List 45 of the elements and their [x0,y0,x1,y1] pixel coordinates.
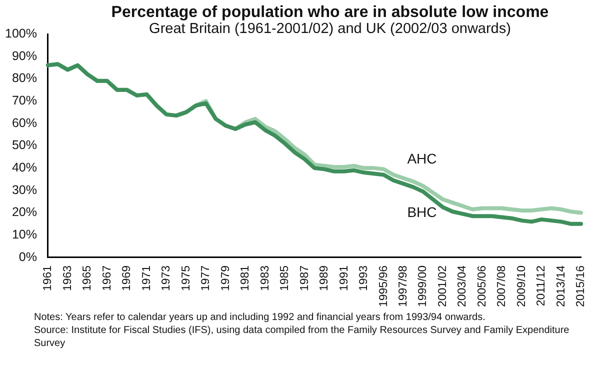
y-tick-label: 0% [18,250,37,264]
x-tick-label: 1969 [121,265,134,292]
x-tick-label: 2015/16 [575,265,588,308]
y-tick-label: 100% [4,26,37,40]
y-tick-label: 90% [12,48,37,63]
x-tick-label: 1963 [62,265,74,292]
x-tick-label: 1975 [180,265,192,292]
x-tick-label: 1987 [298,265,311,292]
y-tick-label: 70% [12,93,37,108]
y-tick-label: 20% [12,205,37,220]
x-tick-label: 2011/12 [536,265,548,306]
x-tick-label: 1973 [160,265,173,292]
x-tick-label: 1999/00 [417,265,430,308]
x-tick-label: 1977 [200,265,212,292]
x-tick-label: 2013/14 [555,264,568,308]
x-tick-label: 1967 [101,265,114,292]
x-tick-label: 1961 [42,265,54,292]
text: Notes: Years refer to calendar years up and including 1992 and financial years from 1993/94 onwards. [34,311,486,324]
x-tick-label: 1991 [338,265,350,292]
source-note: Source: Institute for Fiscal Studies (IFS), using data compiled from the Family Resources Survey and Family Expenditure Survey [34,324,570,350]
x-tick-label: 1981 [240,265,252,292]
y-tick-label: 60% [12,116,37,130]
x-tick-label: 2005/06 [476,265,488,308]
x-tick-label: 2001/02 [436,265,449,308]
y-tick-label: 50% [12,138,37,152]
x-tick-label: 1971 [140,265,153,292]
x-tick-label: 1979 [220,265,232,292]
y-tick-label: 40% [12,160,37,175]
y-tick-label: 30% [12,182,37,197]
series-label: BHC [407,204,437,220]
x-tick-label: 1985 [279,265,292,292]
y-tick-label: 80% [12,71,37,86]
y-tick-label: 10% [12,228,37,242]
x-tick-label: 1989 [318,265,331,292]
chart-title: Percentage of population who are in absolute low income [110,4,550,22]
x-tick-label: 1997/98 [397,265,410,308]
series-label: AHC [407,150,437,166]
x-tick-label: 1983 [259,265,272,292]
x-tick-label: 2003/04 [456,264,469,308]
x-tick-label: 2007/08 [496,265,508,308]
x-tick-label: 1965 [82,265,94,292]
chart-subtitle: Great Britain (1961-2001/02) and UK (2002/03 onwards) [148,21,512,37]
x-tick-label: 1995/96 [378,265,390,308]
x-tick-label: 1993 [358,265,370,292]
x-tick-label: 2009/10 [516,265,528,308]
